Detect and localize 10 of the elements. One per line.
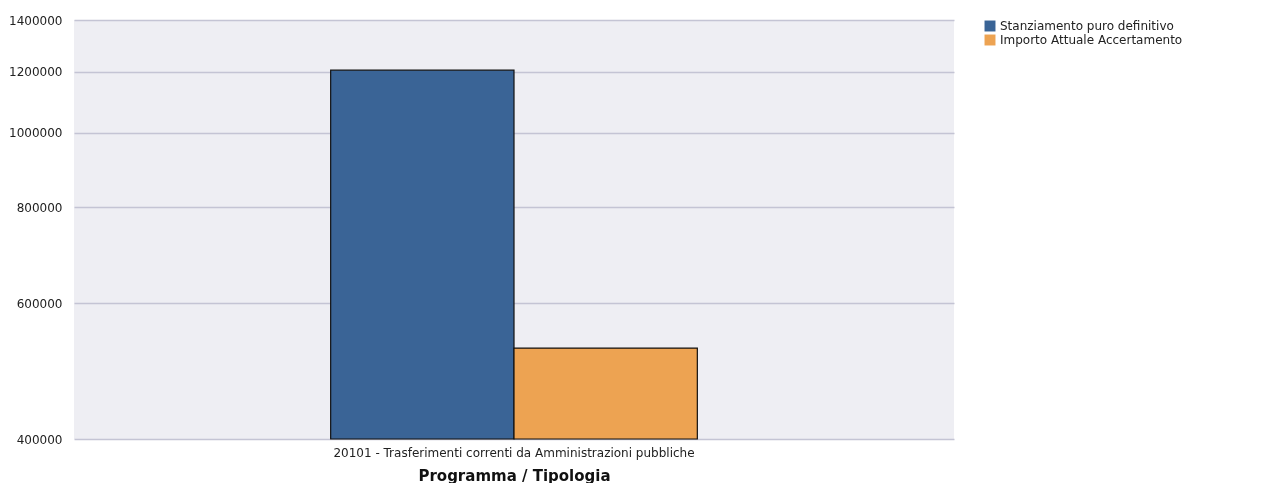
legend-label: Stanziamento puro definitivo [1000,19,1174,33]
y-tick-label: 1000000 [9,126,63,141]
y-tick-label: 800000 [16,200,63,215]
y-tick-label: 400000 [16,432,63,447]
y-tick-label: 600000 [16,296,63,311]
y-tick-label: 1200000 [9,65,63,80]
x-tick-label: 20101 - Trasferimenti correnti da Amministrazioni pubbliche [333,445,695,460]
x-axis-title: Programma / Tipologia [418,466,611,485]
y-tick-label: 1400000 [9,13,63,28]
legend-label: Importo Attuale Accertamento [1000,33,1183,47]
